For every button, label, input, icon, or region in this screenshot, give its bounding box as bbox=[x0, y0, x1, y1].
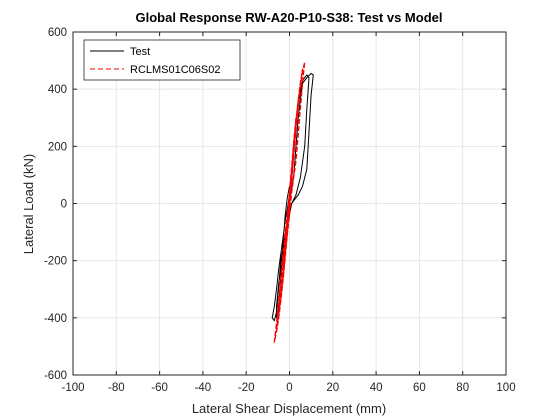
x-tick-label: 80 bbox=[456, 382, 469, 394]
legend-label-model: RCLMS01C06S02 bbox=[130, 64, 221, 76]
x-tick-label: 60 bbox=[413, 382, 426, 394]
chart-title: Global Response RW-A20-P10-S38: Test vs … bbox=[135, 10, 442, 25]
x-tick-label: -100 bbox=[61, 382, 84, 394]
data-lines bbox=[271, 61, 314, 343]
y-tick-label: 200 bbox=[48, 141, 67, 153]
y-tick-label: 600 bbox=[48, 27, 67, 39]
tick-labels: -100 -80 -60 -40 -20 0 20 40 60 80 100-600-400-200… bbox=[44, 27, 516, 394]
ticks bbox=[72, 31, 507, 376]
y-tick-label: -600 bbox=[44, 370, 67, 382]
y-tick-label: 400 bbox=[48, 84, 67, 96]
x-tick-label: -20 bbox=[238, 382, 255, 394]
x-tick-label: -60 bbox=[151, 382, 168, 394]
legend: Test RCLMS01C06S02 bbox=[83, 39, 241, 81]
series-line-rclms01c06s02 bbox=[273, 61, 306, 343]
x-axis-label: Lateral Shear Displacement (mm) bbox=[192, 401, 386, 416]
legend-label-test: Test bbox=[130, 46, 150, 58]
x-tick-label: 40 bbox=[370, 382, 383, 394]
y-axis-label: Lateral Load (kN) bbox=[21, 154, 36, 254]
y-tick-label: -400 bbox=[44, 313, 67, 325]
x-tick-label: 20 bbox=[326, 382, 339, 394]
legend-box bbox=[83, 39, 241, 81]
x-tick-label: 100 bbox=[496, 382, 515, 394]
x-tick-label: 0 bbox=[286, 382, 292, 394]
x-tick-label: -40 bbox=[195, 382, 212, 394]
y-tick-label: -200 bbox=[44, 256, 67, 268]
y-tick-label: 0 bbox=[61, 199, 67, 211]
x-tick-label: -80 bbox=[108, 382, 125, 394]
